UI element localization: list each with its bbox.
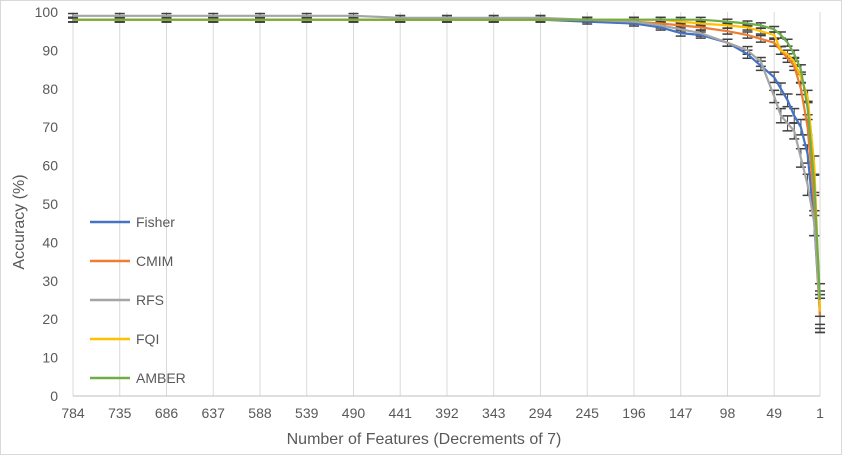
x-tick-label: 441 [389, 405, 413, 421]
x-tick-labels: 784 735 686 637 588 539 490 441 392 343 294 245 196 1… [61, 405, 824, 421]
legend-label-fisher: Fisher [136, 214, 175, 230]
y-tick-label: 20 [42, 311, 58, 327]
x-tick-label: 686 [155, 405, 179, 421]
x-tick-label: 49 [766, 405, 782, 421]
legend-label-fqi: FQI [136, 331, 159, 347]
series-line-rfs [73, 14, 822, 308]
x-tick-label: 196 [622, 405, 646, 421]
y-tick-label: 60 [42, 158, 58, 174]
x-tick-label: 294 [529, 405, 553, 421]
x-tick-label: 245 [576, 405, 600, 421]
x-tick-label: 735 [108, 405, 132, 421]
y-axis-title: Accuracy (%) [11, 174, 28, 269]
y-tick-label: 0 [50, 388, 58, 404]
x-tick-label: 1 [816, 405, 824, 421]
y-tick-label: 90 [42, 42, 58, 58]
x-tick-label: 637 [202, 405, 226, 421]
legend-label-cmim: CMIM [136, 253, 173, 269]
x-tick-label: 588 [248, 405, 272, 421]
x-tick-label: 98 [720, 405, 736, 421]
y-tick-label: 50 [42, 196, 58, 212]
x-tick-label: 490 [342, 405, 366, 421]
y-tick-label: 70 [42, 119, 58, 135]
gridlines [72, 12, 821, 396]
x-tick-label: 539 [295, 405, 319, 421]
legend: Fisher CMIM RFS FQI AMBER [90, 214, 186, 386]
x-tick-label: 343 [482, 405, 506, 421]
y-tick-label: 80 [42, 81, 58, 97]
x-axis-title: Number of Features (Decrements of 7) [287, 431, 562, 448]
x-tick-label: 392 [435, 405, 459, 421]
y-tick-label: 10 [42, 350, 58, 366]
legend-label-amber: AMBER [136, 370, 186, 386]
series-lines [73, 14, 822, 316]
x-tick-label: 147 [669, 405, 693, 421]
x-tick-label: 784 [61, 405, 85, 421]
legend-label-rfs: RFS [136, 292, 164, 308]
y-tick-label: 30 [42, 273, 58, 289]
y-tick-labels: 0 10 20 30 40 50 60 70 80 90 100 [35, 4, 59, 404]
series-line-amber [73, 18, 822, 301]
y-tick-label: 40 [42, 234, 58, 250]
y-tick-label: 100 [35, 4, 59, 20]
